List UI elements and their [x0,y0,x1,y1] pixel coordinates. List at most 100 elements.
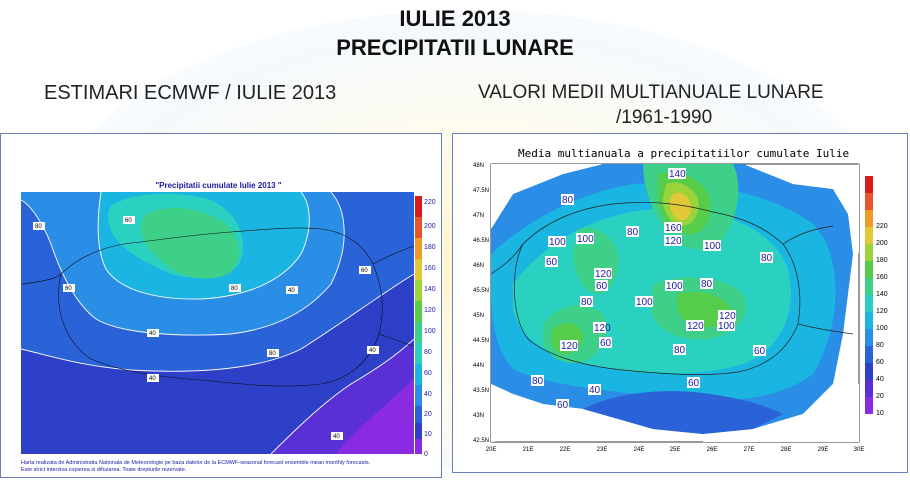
colorbar-label-180: 180 [424,244,436,251]
climatology-map-title: Media multianuala a precipitatiilor cumu… [515,147,853,160]
svg-text:60: 60 [125,218,132,224]
climatology-colorbar: 10 20 40 60 80 100 120 140 160 180 200 2… [865,176,888,417]
contour-label: 40 [331,432,343,440]
right-heading-line-1: VALORI MEDII MULTIANUALE LUNARE [478,82,824,103]
contour-label: 80 [267,349,279,357]
svg-text:60: 60 [546,257,558,268]
lat-label: 47.5N [473,188,489,194]
lat-label: 47N [473,213,484,219]
svg-text:140: 140 [669,169,686,180]
white-mask-southwest [491,384,653,442]
contour-label: 100 [717,320,735,332]
climatology-contour-labels: 140 160 120 80 80 100 100 120 100 60 60 … [531,168,773,411]
lat-label: 44N [473,363,484,369]
colorbar-label-40: 40 [876,376,884,383]
svg-text:100: 100 [718,321,735,332]
colorbar-label-140: 140 [424,286,436,293]
colorbar-label-200: 200 [876,240,888,247]
colorbar-label-220: 220 [876,223,888,230]
svg-text:80: 80 [532,376,544,387]
lon-label: 23E [597,447,608,453]
svg-text:80: 80 [231,286,238,292]
colorbar-label-200: 200 [424,223,436,230]
svg-text:120: 120 [561,341,578,352]
contour-label: 80 [561,194,574,206]
svg-text:40: 40 [149,331,156,337]
lat-label: 44.5N [473,338,489,344]
contour-label: 80 [673,344,686,356]
page-title: IULIE 2013 PRECIPITATII LUNARE [0,4,910,62]
ecmwf-map: 80 60 60 40 80 40 60 80 40 40 40 [20,192,436,458]
contour-label: 60 [63,284,75,292]
contour-label: 80 [33,222,45,230]
lon-label: 22E [560,447,571,453]
contour-label: 120 [718,310,736,322]
svg-text:40: 40 [288,288,295,294]
ecmwf-footnote: Harta realizata de Administratia Nationa… [21,460,370,474]
colorbar-label-80: 80 [424,349,432,356]
lon-label: 27E [744,447,755,453]
colorbar-label-100: 100 [876,325,888,332]
lon-label: 20E [486,447,497,453]
svg-text:160: 160 [665,223,682,234]
lon-label: 30E [854,447,865,453]
footnote-line-1: Harta realizata de Administratia Nationa… [21,460,371,466]
contour-label: 40 [286,286,298,294]
lat-label: 46.5N [473,238,489,244]
colorbar-label-20: 20 [876,393,884,400]
colorbar-label-220: 220 [424,199,436,206]
contour-label: 120 [560,340,578,352]
svg-text:100: 100 [636,297,653,308]
svg-text:100: 100 [666,281,683,292]
contour-label: 60 [545,256,558,268]
svg-text:60: 60 [65,286,72,292]
lat-label: 45.5N [473,288,489,294]
white-mask-southeast [703,384,859,442]
colorbar-label-180: 180 [876,257,888,264]
contour-label: 60 [123,216,135,224]
colorbar-label-20: 20 [424,411,432,418]
contour-label: 60 [599,337,612,349]
contour-label: 100 [576,233,594,245]
climatology-map-panel: 48N 47.5N 47N 46.5N 46N 45.5N 45N 44.5N … [452,133,908,473]
lat-label: 48N [473,163,484,169]
contour-label: 40 [367,346,379,354]
contour-label: 60 [556,399,569,411]
svg-text:40: 40 [369,348,376,354]
contour-label: 40 [147,329,159,337]
svg-text:120: 120 [594,323,611,334]
svg-text:60: 60 [688,378,700,389]
svg-text:80: 80 [562,195,574,206]
svg-text:60: 60 [754,346,766,357]
svg-text:40: 40 [149,376,156,382]
lon-label: 26E [707,447,718,453]
colorbar-label-60: 60 [424,370,432,377]
footnote-line-2: Este strict interzisa copierea si difuza… [21,467,187,473]
level-120-field-center [677,292,732,328]
contour-label: 120 [686,320,704,332]
svg-text:60: 60 [596,281,608,292]
colorbar-label-160: 160 [876,274,888,281]
contour-label: 80 [531,375,544,387]
level-40-field-south [583,391,783,434]
svg-text:100: 100 [577,234,594,245]
svg-text:120: 120 [595,269,612,280]
svg-text:60: 60 [361,268,368,274]
contour-label: 60 [359,266,371,274]
lat-label: 42.5N [473,438,489,444]
contour-label: 100 [548,236,566,248]
colorbar-label-80: 80 [876,342,884,349]
white-mask-north [491,164,603,229]
climatology-map: 48N 47.5N 47N 46.5N 46N 45.5N 45N 44.5N … [473,163,888,453]
svg-text:120: 120 [719,311,736,322]
lat-label: 45N [473,313,484,319]
colorbar-label-60: 60 [876,359,884,366]
title-line-1: IULIE 2013 [399,6,511,31]
contour-label: 80 [626,226,639,238]
contour-label: 120 [594,268,612,280]
title-line-2: PRECIPITATII LUNARE [336,35,574,60]
svg-text:40: 40 [589,385,601,396]
lon-label: 21E [523,447,534,453]
colorbar-label-40: 40 [424,391,432,398]
white-mask-east [793,164,859,254]
